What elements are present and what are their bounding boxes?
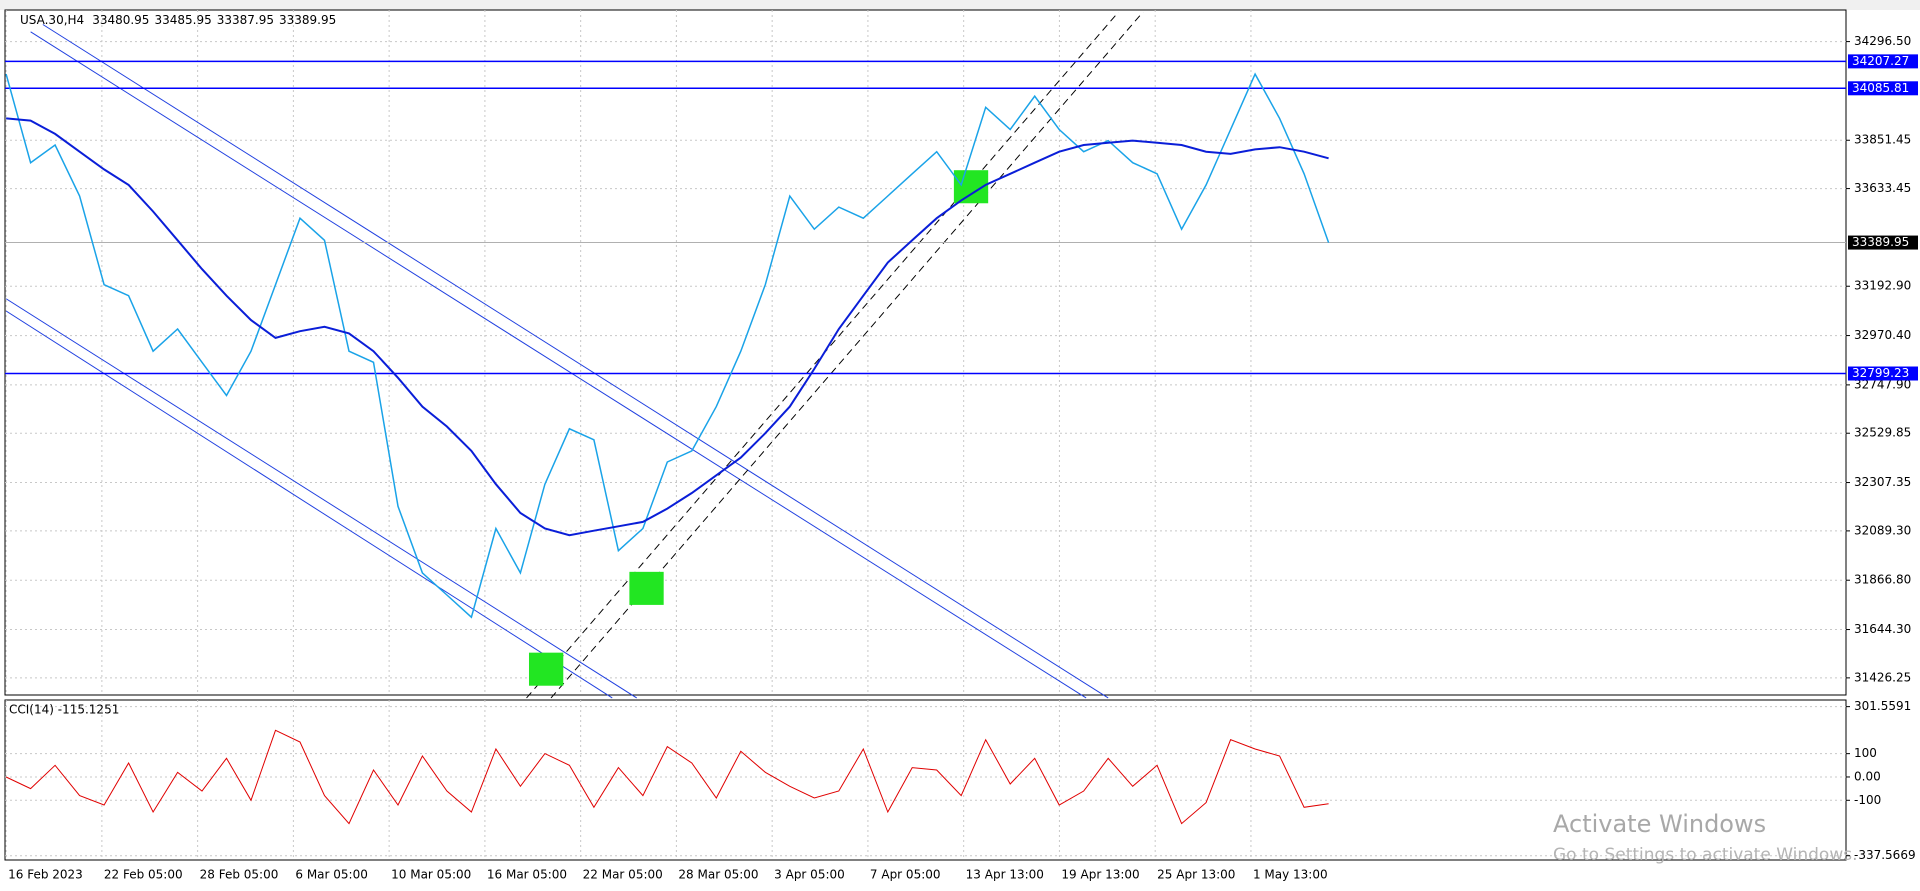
y-tick-label: 33851.45: [1854, 133, 1911, 147]
y-tick-label: 32529.85: [1854, 426, 1911, 440]
y-tick-label: 301.5591: [1854, 699, 1911, 713]
y-tick-label: -100: [1854, 793, 1881, 807]
drawings: [6, 12, 1144, 699]
x-tick-label: 22 Mar 05:00: [583, 868, 663, 882]
level-label-bg: [1848, 366, 1918, 381]
level-label-bg: [1848, 81, 1918, 96]
x-tick-label: 1 May 13:00: [1253, 868, 1328, 882]
symbol: USA.30,H4: [20, 13, 84, 27]
channel-line: [6, 310, 613, 699]
x-tick-label: 7 Apr 05:00: [870, 868, 941, 882]
main-panel: [4, 9, 1847, 696]
x-tick-label: 10 Mar 05:00: [391, 868, 471, 882]
cci-panel: [4, 699, 1847, 861]
level-label-bg: [1848, 54, 1918, 69]
high: 33485.95: [154, 13, 211, 27]
x-tick-label: 13 Apr 13:00: [966, 868, 1044, 882]
x-tick-label: 6 Mar 05:00: [295, 868, 368, 882]
low: 33387.95: [217, 13, 274, 27]
x-tick-label: 3 Apr 05:00: [774, 868, 845, 882]
y-tick-label: 0.00: [1854, 769, 1881, 783]
x-tick-label: 16 Feb 2023: [8, 868, 83, 882]
y-tick-label: 33633.45: [1854, 181, 1911, 195]
x-tick-label: 19 Apr 13:00: [1061, 868, 1139, 882]
channel-line: [42, 24, 1109, 699]
open: 33480.95: [92, 13, 149, 27]
y-tick-label: -337.5669: [1854, 848, 1916, 862]
y-tick-label: 32307.35: [1854, 475, 1911, 489]
x-tick-label: 28 Mar 05:00: [678, 868, 758, 882]
symbol-header: USA.30,H4 33480.95 33485.95 33387.95 33389.9…: [20, 13, 336, 27]
signal-box: [629, 571, 664, 605]
cci-title: CCI(14) -115.1251: [9, 703, 119, 717]
level-label: 34085.81: [1852, 81, 1909, 95]
x-tick-label: 28 Feb 05:00: [200, 868, 279, 882]
y-tick-label: 31644.30: [1854, 622, 1911, 636]
y-tick-label: 33192.90: [1854, 279, 1911, 293]
y-tick-label: 100: [1854, 746, 1877, 760]
x-tick-label: 25 Apr 13:00: [1157, 868, 1235, 882]
channel-line: [6, 298, 638, 699]
y-tick-label: 31866.80: [1854, 573, 1911, 587]
y-tick-label: 31426.25: [1854, 670, 1911, 684]
grid-layer: [5, 10, 1846, 860]
tab-strip: [0, 0, 1920, 10]
close: 33389.95: [279, 13, 336, 27]
y-tick-label: 32970.40: [1854, 328, 1911, 342]
cci-line: [5, 729, 1329, 825]
last-price-label: 33389.95: [1852, 235, 1909, 249]
y-tick-label: 32747.90: [1854, 377, 1911, 391]
watermark: Activate Windows: [1553, 810, 1766, 838]
signal-box: [528, 652, 564, 686]
price-line: [5, 72, 1330, 619]
x-tick-label: 22 Feb 05:00: [104, 868, 183, 882]
level-label: 34207.27: [1852, 54, 1909, 68]
moving-average: [6, 117, 1329, 537]
y-tick-label: 32089.30: [1854, 523, 1911, 537]
x-tick-label: 16 Mar 05:00: [487, 868, 567, 882]
level-label: 32799.23: [1852, 366, 1909, 380]
channel-line: [30, 31, 1087, 699]
last-price-bg: [1848, 235, 1918, 250]
watermark: Go to Settings to activate Windows.: [1553, 845, 1858, 865]
plot-layer: [5, 60, 1846, 825]
y-tick-label: 34296.50: [1854, 34, 1911, 48]
